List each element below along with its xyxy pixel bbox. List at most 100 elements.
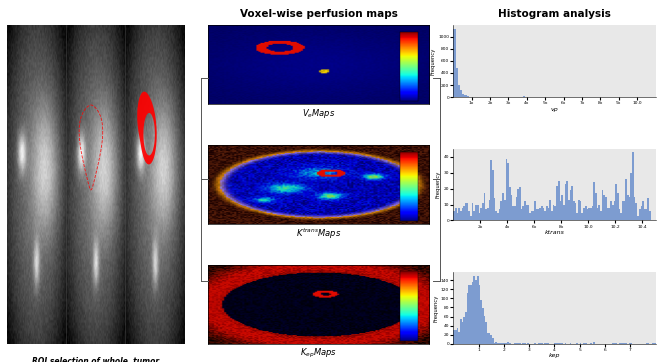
Bar [587,209,588,220]
Bar [563,205,565,220]
Bar [453,29,455,97]
Bar [478,212,480,220]
Bar [489,200,490,220]
Bar [620,212,622,220]
Bar [639,209,641,220]
Bar [496,342,497,344]
Bar [629,197,631,220]
Bar [622,201,623,220]
Bar [478,285,480,344]
Bar [641,206,643,220]
Bar [509,187,511,220]
Bar [517,189,519,220]
Bar [616,184,617,220]
Bar [627,195,629,220]
Bar [497,212,499,220]
Bar [455,330,457,344]
Bar [554,343,556,344]
X-axis label: kep: kep [549,353,560,358]
Bar [577,212,578,220]
Bar [457,212,458,220]
Bar [458,85,460,97]
Bar [472,203,474,220]
Bar [482,308,484,344]
Bar [462,94,465,97]
Bar [593,182,595,220]
Bar [556,186,558,220]
Polygon shape [137,92,157,164]
Bar [463,206,465,220]
Bar [460,90,462,97]
Bar [614,343,616,344]
Bar [507,342,509,344]
Bar [647,342,649,344]
Bar [499,343,500,344]
X-axis label: $K_{ep}$Maps: $K_{ep}$Maps [300,347,337,360]
Bar [643,201,644,220]
Bar [460,211,462,220]
Bar [622,343,623,344]
Bar [494,342,496,344]
Bar [527,205,529,220]
Bar [539,208,541,220]
Bar [617,193,619,220]
Bar [583,208,585,220]
Bar [523,96,525,97]
Bar [524,201,526,220]
Bar [484,316,485,344]
Bar [580,201,581,220]
Bar [596,208,598,220]
Bar [474,211,475,220]
Bar [462,322,463,344]
Bar [635,203,637,220]
Bar [487,208,489,220]
Bar [573,201,575,220]
Bar [487,333,489,344]
Bar [492,170,494,220]
Bar [477,275,478,344]
Bar [458,208,460,220]
Bar [542,208,544,220]
Bar [480,300,482,344]
Bar [614,201,616,220]
Bar [590,208,592,220]
Bar [469,285,470,344]
Bar [489,333,490,344]
Bar [558,343,559,344]
Bar [619,209,620,220]
Bar [523,206,524,220]
Bar [455,68,458,97]
Bar [592,206,593,220]
Bar [646,209,647,220]
Bar [565,184,566,220]
Y-axis label: Frequency: Frequency [430,47,436,75]
Bar [453,330,455,344]
Bar [541,206,542,220]
Bar [546,206,548,220]
Bar [600,211,602,220]
Bar [595,193,596,220]
Bar [598,205,600,220]
Bar [602,190,604,220]
Bar [575,203,577,220]
Bar [553,205,554,220]
Bar [539,343,541,344]
Bar [470,216,472,220]
Bar [610,201,612,220]
Bar [475,280,477,344]
Bar [568,200,569,220]
Bar [467,96,469,97]
X-axis label: ktrans: ktrans [544,230,564,235]
Bar [485,209,487,220]
Bar [505,342,507,344]
Bar [625,343,627,344]
Bar [532,211,534,220]
Bar [467,203,469,220]
Bar [637,216,639,220]
Bar [507,163,509,220]
Bar [632,152,634,220]
Bar [475,205,477,220]
Bar [492,338,494,344]
Bar [484,193,485,220]
Text: Voxel-wise perfusion maps: Voxel-wise perfusion maps [240,9,397,19]
